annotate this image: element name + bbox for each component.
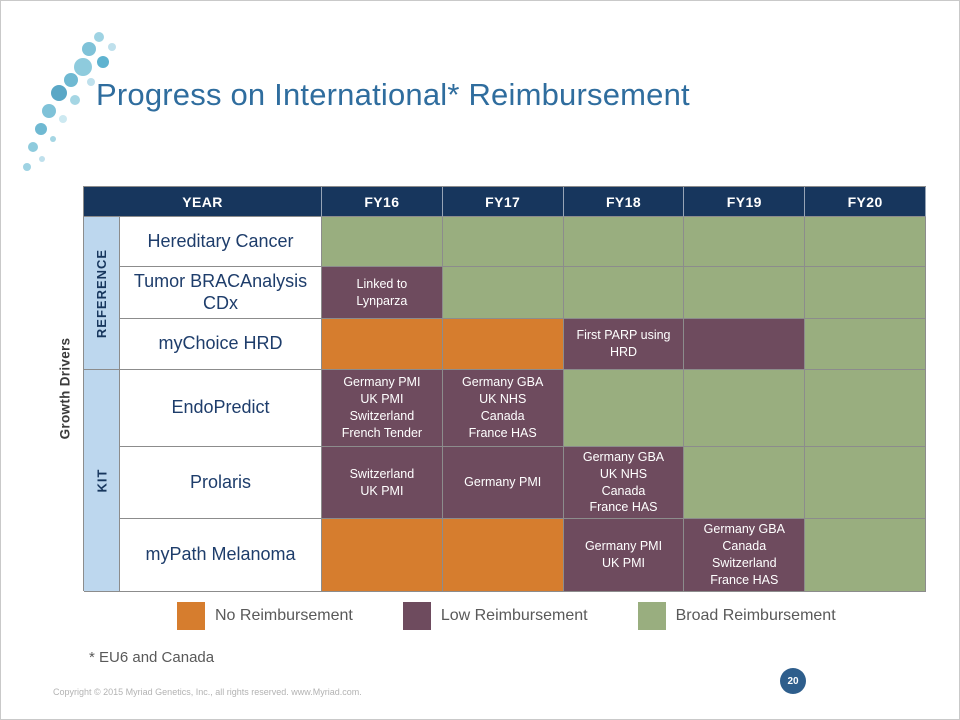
broad-reimbursement-swatch bbox=[637, 602, 666, 630]
cell-r2-fy20 bbox=[805, 319, 926, 370]
cell-r4-fy20 bbox=[805, 447, 926, 519]
cell-r1-fy16: Linked to Lynparza bbox=[322, 267, 443, 319]
cell-r0-fy17 bbox=[442, 217, 564, 267]
cell-r0-fy16 bbox=[322, 217, 443, 267]
legend-label: No Reimbursement bbox=[215, 607, 353, 624]
cell-r5-fy17 bbox=[442, 519, 564, 592]
legend-item-broad-reimbursement: Broad Reimbursement bbox=[637, 602, 836, 630]
cell-r3-fy17: Germany GBA UK NHS Canada France HAS bbox=[442, 370, 564, 447]
cell-r0-fy19 bbox=[684, 217, 806, 267]
row-name-hereditary-cancer: Hereditary Cancer bbox=[120, 217, 322, 267]
cell-r1-fy20 bbox=[805, 267, 926, 319]
cell-r0-fy20 bbox=[805, 217, 926, 267]
cell-r5-fy18: Germany PMI UK PMI bbox=[563, 519, 685, 592]
page-number-badge: 20 bbox=[780, 668, 806, 694]
cell-r5-fy16 bbox=[322, 519, 443, 592]
row-name-mychoice-hrd: myChoice HRD bbox=[120, 319, 322, 370]
low-reimbursement-swatch bbox=[402, 602, 431, 630]
cell-r1-fy17 bbox=[442, 267, 564, 319]
copyright-text: Copyright © 2015 Myriad Genetics, Inc., … bbox=[53, 687, 362, 697]
cell-r2-fy16 bbox=[322, 319, 443, 370]
cell-r1-fy19 bbox=[684, 267, 806, 319]
cell-r2-fy18: First PARP using HRD bbox=[563, 319, 685, 370]
row-name-endopredict: EndoPredict bbox=[120, 370, 322, 447]
cell-r3-fy18 bbox=[563, 370, 685, 447]
col-header-fy19: FY19 bbox=[684, 187, 806, 217]
cell-r4-fy19 bbox=[684, 447, 806, 519]
cell-r3-fy16: Germany PMI UK PMI Switzerland French Te… bbox=[322, 370, 443, 447]
legend-item-low-reimbursement: Low Reimbursement bbox=[402, 602, 588, 630]
cell-r3-fy19 bbox=[684, 370, 806, 447]
col-header-fy16: FY16 bbox=[322, 187, 443, 217]
cell-r0-fy18 bbox=[563, 217, 685, 267]
decorative-dots-icon bbox=[23, 32, 116, 171]
cell-r2-fy17 bbox=[442, 319, 564, 370]
cell-r1-fy18 bbox=[563, 267, 685, 319]
footnote: * EU6 and Canada bbox=[89, 649, 215, 666]
legend: No Reimbursement Low Reimbursement Broad… bbox=[177, 602, 836, 630]
slide-title: Progress on International* Reimbursement bbox=[96, 77, 690, 112]
cell-r3-fy20 bbox=[805, 370, 926, 447]
legend-item-no-reimbursement: No Reimbursement bbox=[177, 602, 353, 630]
legend-label: Broad Reimbursement bbox=[675, 607, 836, 624]
col-header-fy18: FY18 bbox=[563, 187, 685, 217]
no-reimbursement-swatch bbox=[177, 602, 205, 630]
col-header-fy17: FY17 bbox=[442, 187, 564, 217]
cell-r4-fy16: Switzerland UK PMI bbox=[322, 447, 443, 519]
row-name-tumor-bracanalysis-cdx: Tumor BRACAnalysis CDx bbox=[120, 267, 322, 319]
col-header-fy20: FY20 bbox=[805, 187, 926, 217]
row-name-prolaris: Prolaris bbox=[120, 447, 322, 519]
col-header-year: YEAR bbox=[84, 187, 322, 217]
group-label-reference: REFERENCE bbox=[84, 217, 120, 370]
growth-drivers-label: Growth Drivers bbox=[57, 337, 73, 440]
cell-r5-fy20 bbox=[805, 519, 926, 592]
reimbursement-table: YEAR FY16 FY17 FY18 FY19 FY20 REFERENCE … bbox=[83, 186, 926, 592]
group-label-kit: KIT bbox=[84, 370, 120, 592]
cell-r4-fy18: Germany GBA UK NHS Canada France HAS bbox=[563, 447, 685, 519]
cell-r5-fy19: Germany GBA Canada Switzerland France HA… bbox=[684, 519, 806, 592]
row-name-mypath-melanoma: myPath Melanoma bbox=[120, 519, 322, 592]
cell-r2-fy19 bbox=[684, 319, 806, 370]
legend-label: Low Reimbursement bbox=[440, 607, 588, 624]
cell-r4-fy17: Germany PMI bbox=[442, 447, 564, 519]
